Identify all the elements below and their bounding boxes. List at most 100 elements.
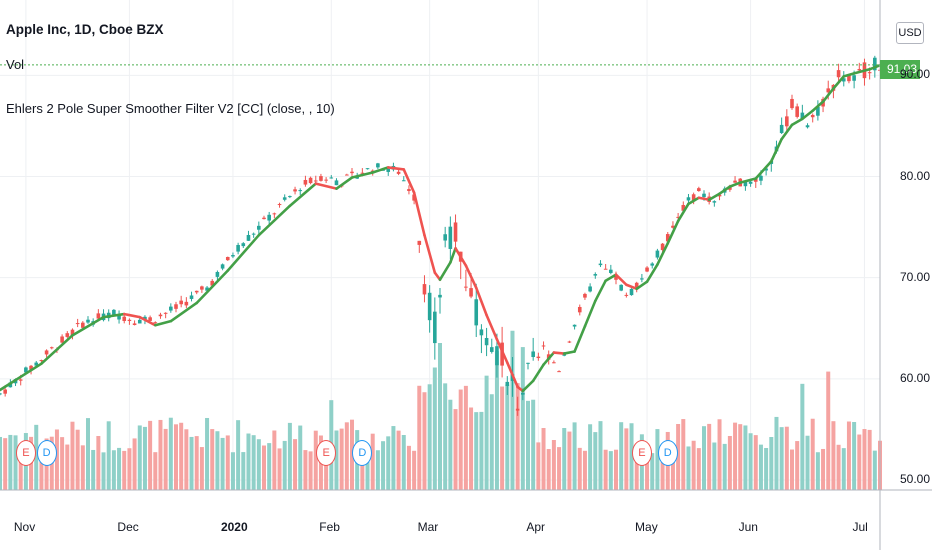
volume-bar <box>821 448 826 490</box>
earnings-marker[interactable]: E <box>316 440 337 466</box>
dividend-marker[interactable]: D <box>352 440 373 466</box>
candle-body <box>246 234 251 241</box>
volume-bar <box>614 449 618 490</box>
candle-body <box>805 125 810 128</box>
filter-line-segment <box>687 196 701 206</box>
candle-body <box>81 322 85 328</box>
candle-body <box>541 345 546 347</box>
filter-line-segment <box>852 67 871 75</box>
candle-body <box>241 243 246 247</box>
filter-line-segment <box>314 182 338 190</box>
volume-legend[interactable]: Vol <box>6 57 25 72</box>
volume-bar <box>401 435 406 490</box>
volume-bar <box>753 435 758 490</box>
candle-body <box>137 319 142 324</box>
volume-bar <box>588 424 593 490</box>
volume-bar <box>18 448 23 490</box>
candle-body <box>277 204 282 206</box>
candle-body <box>65 333 70 337</box>
indicator-legend[interactable]: Ehlers 2 Pole Super Smoother Filter V2 [… <box>6 101 335 116</box>
candle-body <box>650 263 655 266</box>
candle-body <box>44 350 49 355</box>
candle-body <box>345 174 349 176</box>
volume-bar <box>453 409 458 490</box>
volume-bar <box>220 437 225 490</box>
dividend-marker[interactable]: D <box>36 440 57 466</box>
filter-line-segment <box>542 351 556 366</box>
volume-bar <box>443 383 448 490</box>
volume-bar <box>70 421 75 490</box>
candle-body <box>614 274 618 280</box>
volume-bar <box>655 429 660 490</box>
candle-body <box>29 365 33 370</box>
volume-bar <box>386 436 391 490</box>
time-tick-label: Apr <box>526 520 546 534</box>
filter-line-segment <box>754 160 773 180</box>
volume-bar <box>515 383 520 490</box>
filter-line-segment <box>433 271 442 281</box>
volume-bar <box>189 436 194 490</box>
time-tick-label: Feb <box>319 520 340 534</box>
dividend-marker[interactable]: D <box>657 440 678 466</box>
volume-bar <box>826 371 831 490</box>
candle-body <box>127 319 132 322</box>
filter-line-segment <box>495 338 509 364</box>
volume-bar <box>748 433 753 490</box>
volume-bar <box>75 429 80 490</box>
volume-bar <box>246 433 251 490</box>
candle-body <box>376 163 380 168</box>
filter-line-segment <box>656 241 670 266</box>
candle-body <box>194 290 199 293</box>
volume-bar <box>686 446 691 490</box>
volume-bar <box>831 421 836 490</box>
candle-body <box>577 306 582 313</box>
candle-body <box>676 216 680 218</box>
candle-body <box>225 256 230 261</box>
candle-body <box>733 180 737 183</box>
volume-bar <box>784 426 789 490</box>
volume-bar <box>13 435 18 490</box>
candle-body <box>386 168 391 172</box>
candle-body <box>282 197 287 200</box>
volume-bar <box>505 384 510 490</box>
candle-body <box>489 347 494 352</box>
volume-bar <box>236 420 241 490</box>
volume-bar <box>137 425 142 490</box>
earnings-marker[interactable]: E <box>631 440 652 466</box>
symbol-title[interactable]: Apple Inc, 1D, Cboe BZX <box>6 22 164 37</box>
volume-bar <box>313 430 318 490</box>
last-price-badge: 91.03 <box>880 60 920 79</box>
candle-body <box>365 168 370 170</box>
earnings-marker[interactable]: E <box>15 440 36 466</box>
filter-line-segment <box>449 247 457 264</box>
candle-body <box>438 294 442 298</box>
price-tick-label: 60.00 <box>900 370 931 385</box>
volume-bar <box>546 449 551 490</box>
volume-bar <box>272 430 277 490</box>
filter-line-segment <box>257 204 292 237</box>
candle-body <box>220 264 225 269</box>
volume-bar <box>691 440 696 490</box>
price-tick-label: 70.00 <box>900 269 931 284</box>
volume-bar <box>738 424 743 490</box>
candle-body <box>324 179 328 181</box>
volume-bar <box>510 330 515 490</box>
candle-body <box>847 74 851 82</box>
volume-bar <box>360 447 365 490</box>
volume-bar <box>80 445 85 490</box>
candle-body <box>60 336 64 343</box>
candle-body <box>153 322 158 324</box>
filter-line-segment <box>386 166 406 171</box>
filter-line-segment <box>832 75 846 90</box>
candle-body <box>210 280 215 286</box>
filter-line-segment <box>412 191 426 237</box>
filter-line-segment <box>769 137 783 163</box>
volume-bar <box>712 442 717 490</box>
currency-button[interactable]: USD <box>896 22 924 44</box>
volume-bar <box>344 422 349 490</box>
volume-bar <box>676 423 681 490</box>
volume-bar <box>210 429 215 490</box>
candle-body <box>681 204 686 211</box>
